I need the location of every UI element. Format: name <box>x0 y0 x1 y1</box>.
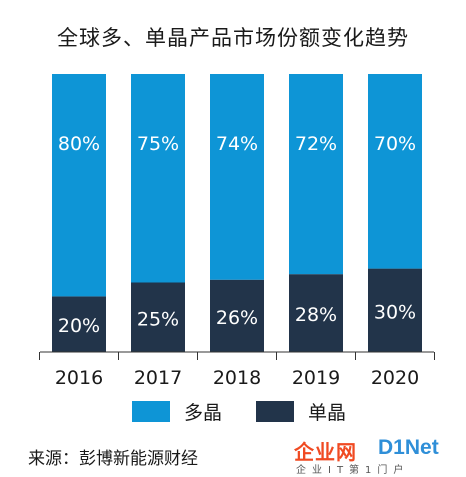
chart-title: 全球多、单晶产品市场份额变化趋势 <box>57 26 409 50</box>
data-label-multi-2016: 80% <box>58 133 100 155</box>
bar-multi-2020 <box>368 74 422 269</box>
data-label-mono-2018: 26% <box>216 307 258 329</box>
x-tick-label-2020: 2020 <box>371 367 419 389</box>
legend-swatch-mono <box>256 400 294 422</box>
x-tick-label-2019: 2019 <box>292 367 340 389</box>
bar-mono-2016 <box>52 296 106 352</box>
source-note: 来源：彭博新能源财经 <box>28 449 198 469</box>
bar-multi-2017 <box>131 74 185 283</box>
legend-label-mono: 单晶 <box>308 401 347 424</box>
bar-mono-2019 <box>289 274 343 352</box>
legend-item-mono: 单晶 <box>256 398 346 424</box>
bar-multi-2016 <box>52 74 106 297</box>
legend-swatch-multi <box>132 400 170 422</box>
bar-mono-2018 <box>210 279 264 352</box>
x-tick-label-2017: 2017 <box>134 367 182 389</box>
data-label-multi-2020: 70% <box>374 133 416 155</box>
bar-multi-2018 <box>210 74 264 280</box>
legend-item-multi: 多晶 <box>132 398 222 424</box>
bar-mono-2017 <box>131 282 185 352</box>
watermark-name: 企业网 <box>294 440 357 464</box>
data-label-multi-2017: 75% <box>137 133 179 155</box>
x-tick-label-2016: 2016 <box>55 367 103 389</box>
watermark-brand: D1Net <box>378 436 439 459</box>
data-label-mono-2016: 20% <box>58 315 100 337</box>
data-label-multi-2018: 74% <box>216 133 258 155</box>
x-tick-label-2018: 2018 <box>213 367 261 389</box>
legend-label-multi: 多晶 <box>184 401 223 424</box>
bar-mono-2020 <box>368 268 422 352</box>
watermark-subtitle: 企业IT第1门户 <box>296 465 410 476</box>
bar-multi-2019 <box>289 74 343 275</box>
legend: 多晶 单晶 <box>0 398 466 428</box>
watermark-logo: 企业网 D1Net 企业IT第1门户 <box>292 436 464 476</box>
stacked-bar-chart: 20% 80% 2016 25% 75% 2017 26% 74% 2018 28% 72% 2019… <box>39 74 435 389</box>
data-label-mono-2017: 25% <box>137 308 179 330</box>
data-label-multi-2019: 72% <box>295 133 337 155</box>
data-label-mono-2020: 30% <box>374 301 416 323</box>
data-label-mono-2019: 28% <box>295 304 337 326</box>
